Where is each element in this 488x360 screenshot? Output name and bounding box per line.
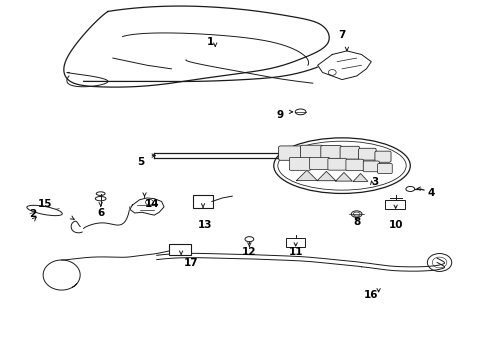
FancyBboxPatch shape [363,161,379,172]
Ellipse shape [95,197,106,201]
Ellipse shape [352,212,359,216]
FancyBboxPatch shape [374,151,390,162]
Text: 2: 2 [29,210,36,220]
FancyBboxPatch shape [289,157,310,170]
Ellipse shape [405,186,414,192]
Text: 7: 7 [338,30,345,40]
FancyBboxPatch shape [285,238,305,247]
FancyBboxPatch shape [327,158,346,170]
FancyBboxPatch shape [377,163,391,174]
FancyBboxPatch shape [339,146,359,159]
Ellipse shape [350,211,361,217]
FancyBboxPatch shape [278,146,302,160]
FancyBboxPatch shape [358,148,375,160]
Polygon shape [317,171,335,181]
Polygon shape [130,198,163,215]
Polygon shape [317,51,370,80]
Ellipse shape [96,192,105,195]
FancyBboxPatch shape [300,145,323,159]
Polygon shape [352,174,367,181]
Text: 14: 14 [144,199,159,209]
Text: 13: 13 [198,220,212,230]
Text: 11: 11 [288,247,303,257]
Ellipse shape [27,205,62,216]
Text: 10: 10 [387,220,402,230]
Text: 12: 12 [242,247,256,257]
Ellipse shape [277,141,406,190]
Text: 16: 16 [363,290,378,300]
Polygon shape [296,170,317,180]
Ellipse shape [295,109,305,115]
Text: 9: 9 [276,111,283,121]
FancyBboxPatch shape [320,145,341,158]
Ellipse shape [244,237,253,242]
Text: 3: 3 [370,177,378,187]
FancyBboxPatch shape [192,195,213,208]
Text: 17: 17 [183,258,198,268]
Ellipse shape [273,138,409,193]
Polygon shape [335,172,351,181]
Text: 8: 8 [352,217,360,226]
FancyBboxPatch shape [309,157,329,170]
Text: 6: 6 [97,208,104,218]
Text: 5: 5 [137,157,144,167]
FancyBboxPatch shape [168,244,191,255]
Text: 15: 15 [37,199,52,209]
Text: 1: 1 [206,37,214,47]
Text: 4: 4 [427,188,434,198]
FancyBboxPatch shape [384,200,405,210]
FancyBboxPatch shape [345,159,363,171]
